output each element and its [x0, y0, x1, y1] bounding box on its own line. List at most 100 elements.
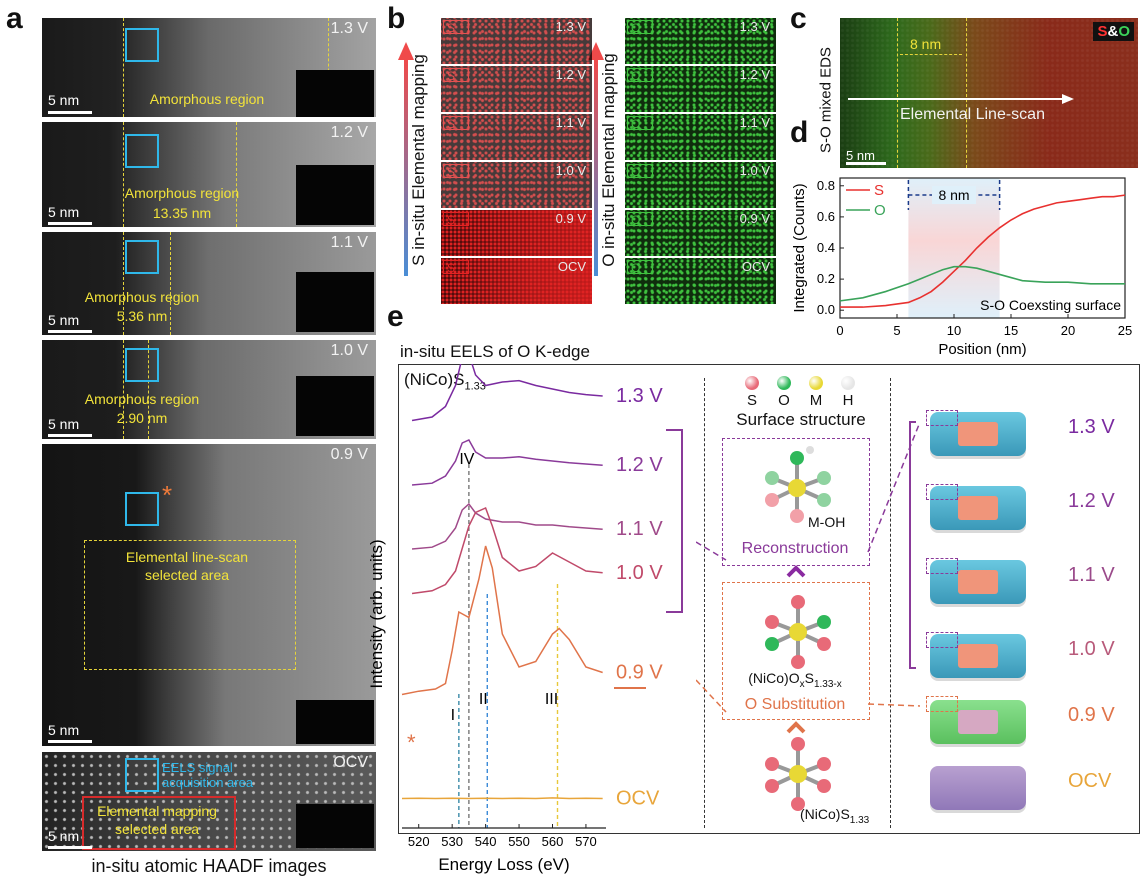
fft-inset [296, 272, 374, 332]
x-tick-label: 560 [542, 834, 564, 849]
y-axis-label: Intensity (arb. units) [367, 539, 386, 688]
fft-inset [296, 700, 374, 744]
eels-title: in-situ EELS of O K-edge [400, 342, 590, 361]
eels-spectrum-1.2V [411, 439, 603, 486]
haadf-frame-3: 1.1 V Amorphous region 5.36 nm 5 nm [42, 232, 376, 335]
legend-atom-S: S [742, 376, 762, 409]
slab-voltage-label: 1.2 V [1068, 490, 1115, 512]
sulfide-label: (NiCo)S1.33 [800, 806, 870, 826]
haadf-frame-5: 0.9 V * Elemental line-scan selected are… [42, 444, 376, 746]
map-element-tag: O [627, 212, 653, 227]
elemental-map-2: S 1.2 V [441, 66, 592, 112]
elemental-map-1: S 1.3 V [441, 18, 592, 64]
eds-legend: S&O [1093, 22, 1134, 41]
mapping-box [82, 796, 236, 850]
slab-1 [926, 406, 1026, 462]
sample-label: (NiCo)S1.33 [404, 370, 486, 393]
haadf-frame-6: OCV EELS signal acquisition area Elementa… [42, 752, 376, 851]
peak-label-I: I [451, 707, 455, 724]
map-voltage-label: 1.3 V [739, 19, 770, 34]
mapping-label: Elemental mapping [97, 803, 217, 819]
scale-bar [48, 434, 92, 437]
map-element-tag: O [627, 260, 653, 275]
oxysulfide-label: (NiCo)OxS1.33-x [748, 670, 842, 690]
fft-inset [296, 804, 374, 848]
scale-bar [48, 330, 92, 333]
voltage-label: 0.9 V [330, 446, 368, 463]
width-bracket [900, 54, 962, 55]
scale-bar [48, 222, 92, 225]
panel-label-e: e [387, 300, 404, 333]
linescan-label: Elemental Line-scan [900, 106, 1045, 123]
panel-label-d: d [790, 116, 809, 149]
legend-label-O: O [874, 202, 886, 219]
eels-spectrum-1.3V [411, 364, 603, 422]
linescan-label: Elemental line-scan [125, 549, 249, 565]
voltage-bracket [614, 429, 683, 689]
eels-spectrum-1.1V [411, 502, 603, 550]
elemental-map-4: S 1.0 V [441, 162, 592, 208]
series-line-S [840, 194, 1126, 308]
eels-spectrum-1.0V [411, 506, 603, 595]
substitution-label: O Substitution [744, 696, 846, 713]
fft-inset [296, 376, 374, 436]
slab-voltage-label: 1.3 V [1068, 416, 1115, 438]
amorphous-width: 13.35 nm [152, 205, 212, 221]
linescan-label-2: selected area [144, 567, 230, 583]
legend-atom-O: O [774, 376, 794, 409]
linescan-box [84, 540, 296, 670]
scale-label: 5 nm [48, 204, 80, 220]
chart-d: 8 nm SO 0 5 10 15 20 25 0.0 0.2 0.4 0.6 0.8 S-O Coexs… [791, 177, 1132, 358]
peak-label-IV: IV [459, 451, 474, 468]
s-axis-label: S in-situ Elemental mapping [409, 54, 428, 266]
y-tick-label: 0.0 [817, 302, 835, 317]
map-element-tag: S [443, 20, 469, 35]
map-element-tag: S [443, 212, 469, 227]
y-tick-label: 0.8 [817, 178, 835, 193]
panel-label-b: b [387, 2, 406, 35]
elemental-map-4: O 1.0 V [625, 162, 776, 208]
mapping-label-2: selected area [114, 821, 200, 837]
scale-label: 5 nm [48, 828, 80, 844]
moh-label: M-OH [808, 514, 846, 530]
haadf-frame-4: 1.0 V Amorphous region 2.90 nm 5 nm [42, 340, 376, 439]
y-tick-label: 0.4 [817, 240, 835, 255]
amorphous-label: Amorphous region [84, 391, 200, 407]
x-axis-label: Energy Loss (eV) [438, 855, 569, 874]
substitution-box [722, 582, 870, 720]
x-tick-label: 570 [575, 834, 597, 849]
asterisk-marker: * [407, 730, 416, 755]
voltage-label: 1.3 V [330, 20, 368, 37]
legend-atom-M: M [806, 376, 826, 409]
eds-scale-bar [846, 162, 886, 165]
voltage-label: 1.1 V [330, 234, 368, 251]
chevron-up-icon [786, 565, 806, 578]
scale-bar [48, 111, 92, 114]
elemental-map-6: S OCV [441, 258, 592, 304]
map-element-tag: S [443, 68, 469, 83]
bracket-label-bg [932, 186, 976, 204]
spectrum-voltage-label: 0.9 V [616, 662, 663, 684]
eels-spectrum-0.9V [401, 545, 603, 696]
reconstruction-label: Reconstruction [741, 540, 849, 557]
eds-side-label: S-O mixed EDS [817, 47, 835, 153]
series-line-O [839, 265, 1125, 302]
x-tick-label: 520 [408, 834, 430, 849]
map-element-tag: S [443, 260, 469, 275]
amorphous-width: 5.36 nm [116, 308, 168, 324]
eels-spectrum-OCV [401, 797, 603, 800]
elemental-map-6: O OCV [625, 258, 776, 304]
fft-inset [296, 165, 374, 225]
x-tick-label: 0 [836, 323, 843, 338]
elemental-map-3: O 1.1 V [625, 114, 776, 160]
chevron-up-icon-2 [786, 721, 806, 734]
x-tick-label: 540 [475, 834, 497, 849]
spectrum-voltage-label: 1.0 V [616, 562, 663, 584]
haadf-caption: in-situ atomic HAADF images [91, 856, 327, 876]
x-tick-label: 550 [508, 834, 530, 849]
scale-label: 5 nm [48, 416, 80, 432]
panel-e-frame [398, 364, 1140, 834]
map-element-tag: O [627, 116, 653, 131]
spectrum-voltage-label: 1.3 V [616, 385, 663, 407]
